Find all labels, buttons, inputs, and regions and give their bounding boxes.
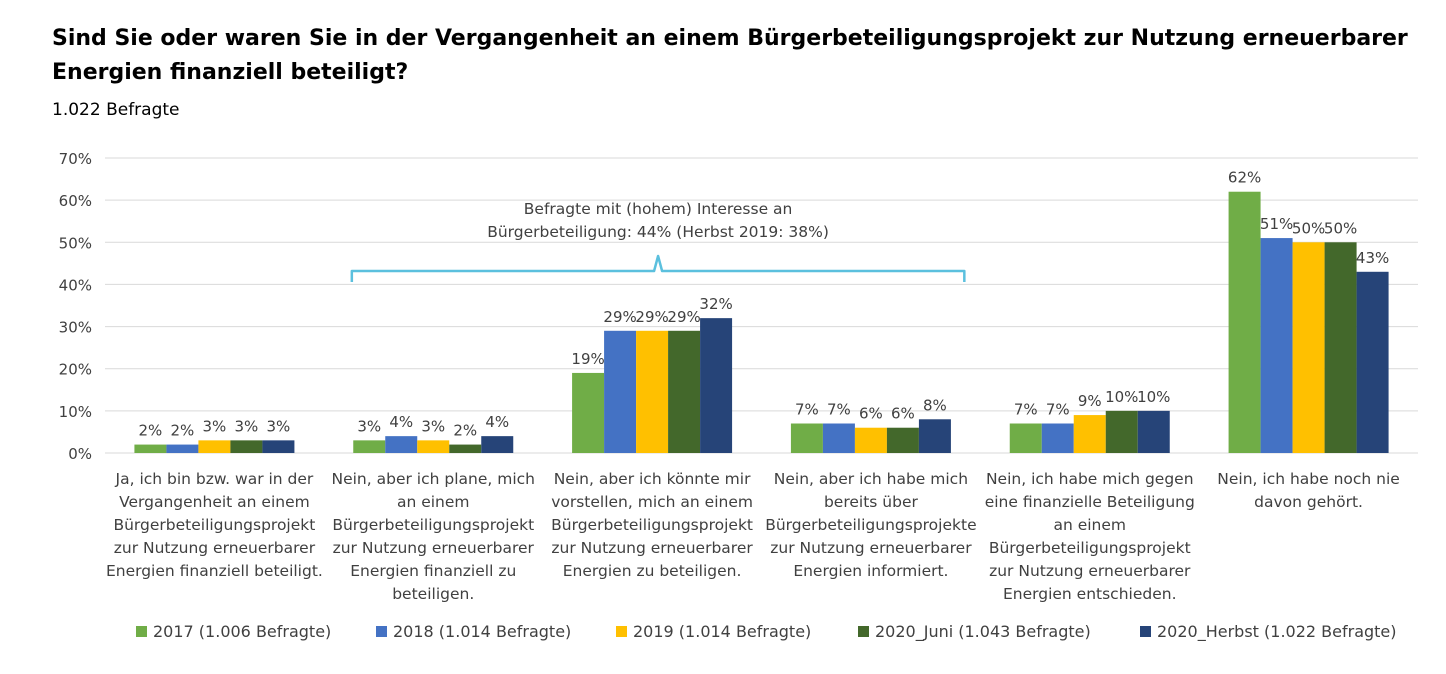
data-label: 9% [1078,392,1102,410]
data-label: 4% [389,413,413,431]
data-label: 3% [267,417,291,435]
data-label: 6% [891,405,915,423]
bar [1073,415,1106,453]
data-label: 62% [1228,169,1261,187]
data-label: 3% [357,417,381,435]
y-tick-label: 50% [59,234,92,252]
bar [385,436,418,453]
bar-chart: 0% 10% 20% 30% 40% 50% 60% 70% 2% 2% 3% 3% 3% Ja, ich… [59,150,1418,603]
data-label: 7% [1046,401,1070,419]
chart-title: Sind Sie oder waren Sie in der Vergangen… [52,26,1408,85]
x-category-label: Nein, ich habe noch nie davon gehört. [1217,470,1400,511]
legend-swatch [1140,626,1151,637]
y-tick-label: 70% [59,150,92,168]
bar [1228,191,1261,453]
x-category-label: Nein, aber ich könnte mir vorstellen, mic… [551,470,753,580]
data-label: 3% [203,417,227,435]
y-tick-label: 10% [59,403,92,421]
x-category-label: Nein, aber ich plane, mich an einem Bürger… [332,470,535,603]
bar [1041,423,1074,453]
bar [134,444,167,453]
annotation-bracket [350,254,966,282]
bar [668,330,701,453]
data-label: 4% [485,413,509,431]
legend-swatch [376,626,387,637]
data-label: 7% [1014,401,1038,419]
data-label: 50% [1324,219,1357,237]
bar [700,318,733,453]
data-label: 29% [667,308,700,326]
annotation-text: Befragte mit (hohem) Interesse an Bürgerb… [487,200,829,241]
bar [1137,410,1170,453]
bar [166,444,199,453]
bar [353,440,386,453]
chart-legend: 2017 (1.006 Befragte) 2018 (1.014 Befragt… [0,622,1446,648]
data-label: 50% [1292,219,1325,237]
bar [449,444,482,453]
legend-item: 2019 (1.014 Befragte) [616,622,811,641]
bar [1356,271,1389,453]
bar [262,440,295,453]
bar [1292,242,1325,453]
legend-label: 2017 (1.006 Befragte) [153,622,332,641]
bar [886,427,919,453]
data-label: 51% [1260,215,1293,233]
chart-subtitle: 1.022 Befragte [52,100,180,120]
bar [636,330,669,453]
bar [1105,410,1138,453]
data-label: 6% [859,405,883,423]
x-category-label: Nein, ich habe mich gegen eine finanziell… [985,470,1195,603]
data-label: 2% [139,422,163,440]
bar [230,440,263,453]
legend-label: 2018 (1.014 Befragte) [393,622,572,641]
bar [1009,423,1042,453]
y-tick-label: 30% [59,319,92,337]
bar [481,436,514,453]
bar [1324,242,1357,453]
bar [417,440,450,453]
bar [604,330,637,453]
data-label: 29% [635,308,668,326]
data-label: 32% [699,295,732,313]
legend-label: 2020_Juni (1.043 Befragte) [875,622,1091,641]
data-label: 3% [421,417,445,435]
bar [1260,238,1293,453]
bar [790,423,823,453]
bar [854,427,887,453]
bar [822,423,855,453]
legend-item: 2017 (1.006 Befragte) [136,622,331,641]
legend-swatch [858,626,869,637]
x-category-label: Ja, ich bin bzw. war in der Vergangenheit… [106,470,323,580]
legend-item: 2020_Juni (1.043 Befragte) [858,622,1091,641]
x-category-label: Nein, aber ich habe mich bereits über Bürg… [765,470,976,580]
legend-item: 2020_Herbst (1.022 Befragte) [1140,622,1397,641]
y-tick-label: 40% [59,276,92,294]
legend-swatch [616,626,627,637]
legend-label: 2019 (1.014 Befragte) [633,622,812,641]
y-tick-label: 0% [68,445,92,463]
y-tick-label: 60% [59,192,92,210]
bar [198,440,231,453]
legend-label: 2020_Herbst (1.022 Befragte) [1157,622,1397,641]
data-label: 10% [1105,388,1138,406]
data-label: 2% [453,422,477,440]
data-label: 7% [795,401,819,419]
data-label: 8% [923,396,947,414]
legend-item: 2018 (1.014 Befragte) [376,622,571,641]
legend-swatch [136,626,147,637]
data-label: 3% [235,417,259,435]
data-label: 19% [571,350,604,368]
data-label: 10% [1137,388,1170,406]
bar [918,419,951,453]
bar [572,372,605,453]
data-label: 29% [603,308,636,326]
y-tick-label: 20% [59,361,92,379]
data-label: 2% [171,422,195,440]
data-label: 7% [827,401,851,419]
data-label: 43% [1356,249,1389,267]
